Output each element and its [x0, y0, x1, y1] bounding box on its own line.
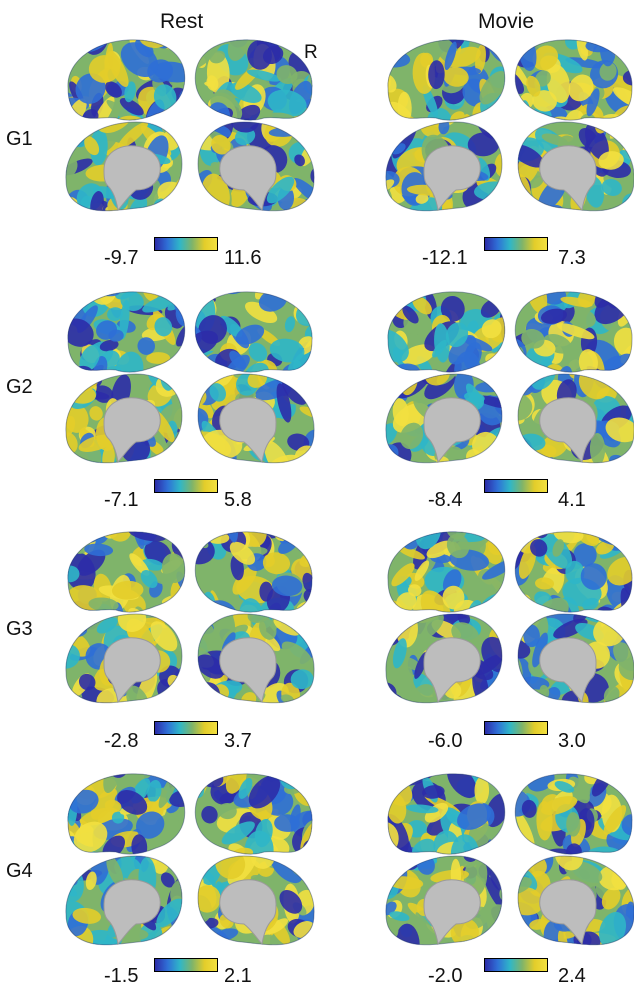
- column-title-movie: Movie: [478, 10, 535, 33]
- brain-panel-g3-rest: [65, 531, 315, 704]
- row-label-g4: G4: [6, 860, 33, 882]
- colorbar-g2-movie: [484, 479, 548, 493]
- colorbar-min-g3-movie: -6.0: [428, 730, 463, 752]
- colorbar-g4-rest: [154, 958, 218, 972]
- colorbar-g1-movie: [484, 237, 548, 251]
- colorbar-min-g3-rest: -2.8: [104, 730, 139, 752]
- colorbar-g3-rest: [154, 721, 218, 735]
- brain-panel-g3-movie: [385, 531, 634, 704]
- row-label-g1: G1: [6, 128, 33, 150]
- brain-panel-g4-movie: [385, 773, 634, 946]
- row-label-g3: G3: [6, 618, 33, 640]
- colorbar-max-g2-movie: 4.1: [558, 489, 586, 511]
- colorbar-g1-rest: [154, 237, 218, 251]
- colorbar-max-g1-movie: 7.3: [558, 247, 586, 269]
- brain-panel-g1-rest: [65, 39, 315, 212]
- colorbar-min-g4-movie: -2.0: [428, 965, 463, 987]
- brain-panel-g4-rest: [65, 773, 315, 946]
- hemisphere-label-right: R: [304, 42, 318, 63]
- row-label-g2: G2: [6, 376, 33, 398]
- column-title-rest: Rest: [160, 10, 204, 33]
- brain-panel-g1-movie: [385, 39, 634, 212]
- colorbar-max-g4-movie: 2.4: [558, 965, 586, 987]
- colorbar-g3-movie: [484, 721, 548, 735]
- colorbar-min-g1-movie: -12.1: [422, 247, 468, 269]
- colorbar-max-g2-rest: 5.8: [224, 489, 252, 511]
- colorbar-g2-rest: [154, 479, 218, 493]
- colorbar-min-g2-movie: -8.4: [428, 489, 463, 511]
- colorbar-min-g1-rest: -9.7: [104, 247, 139, 269]
- colorbar-max-g1-rest: 11.6: [224, 247, 262, 269]
- colorbar-min-g4-rest: -1.5: [104, 965, 139, 987]
- brain-panel-g2-movie: [385, 291, 634, 464]
- brain-panel-g2-rest: [65, 291, 315, 464]
- colorbar-min-g2-rest: -7.1: [104, 489, 139, 511]
- colorbar-max-g3-movie: 3.0: [558, 730, 586, 752]
- colorbar-g4-movie: [484, 958, 548, 972]
- colorbar-max-g3-rest: 3.7: [224, 730, 252, 752]
- colorbar-max-g4-rest: 2.1: [224, 965, 252, 987]
